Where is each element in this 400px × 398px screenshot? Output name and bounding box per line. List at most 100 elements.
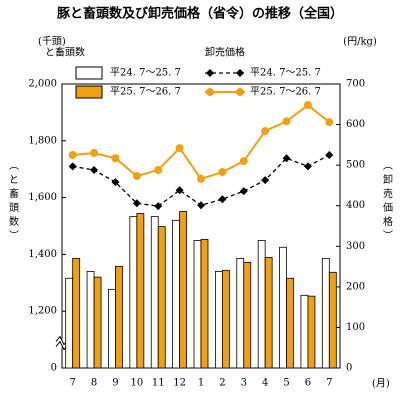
y-unit: (千頭) bbox=[38, 36, 66, 48]
y-tick-label: 1,400 bbox=[28, 249, 57, 260]
x-tick-label: 2 bbox=[219, 378, 225, 389]
bar bbox=[321, 257, 330, 369]
y2-unit: (円/kg) bbox=[343, 37, 377, 48]
bar bbox=[72, 257, 81, 369]
x-tick-label: 7 bbox=[70, 378, 76, 389]
x-tick-label: 10 bbox=[130, 378, 143, 389]
y2-tick-label: 600 bbox=[346, 119, 365, 130]
legend-title: と畜頭数 bbox=[45, 46, 85, 59]
x-tick-label: 1 bbox=[198, 378, 204, 389]
bar bbox=[264, 257, 273, 369]
point bbox=[239, 157, 248, 166]
legend-label: 平25. 7～26. 7 bbox=[110, 87, 181, 98]
y2-tick-label: 700 bbox=[346, 79, 365, 90]
x-tick-label: 6 bbox=[305, 378, 311, 389]
legend-marker bbox=[236, 69, 244, 77]
bar bbox=[108, 288, 116, 369]
legend-label: 平24. 7～25. 7 bbox=[250, 68, 321, 79]
x-tick-label: 8 bbox=[91, 378, 97, 389]
y2-tick-label: 200 bbox=[346, 281, 365, 292]
x-tick-label: 12 bbox=[173, 378, 186, 389]
point bbox=[111, 178, 120, 187]
point bbox=[282, 117, 291, 126]
point bbox=[132, 199, 141, 208]
x-tick-label: 7 bbox=[326, 378, 332, 389]
bar bbox=[150, 216, 159, 369]
point bbox=[239, 187, 248, 196]
line bbox=[72, 103, 330, 181]
point bbox=[111, 154, 120, 163]
y-tick-label: 1,600 bbox=[28, 192, 57, 203]
point bbox=[197, 174, 205, 183]
bar bbox=[115, 265, 123, 369]
y2-axis-title: （卸売価格） bbox=[381, 160, 393, 244]
bar bbox=[136, 213, 145, 369]
legend-marker bbox=[206, 88, 214, 96]
bar bbox=[179, 211, 188, 369]
y-tick-label: 1,800 bbox=[28, 135, 57, 146]
y-axis-title: （と畜頭数） bbox=[7, 160, 19, 244]
legend-label: 平24. 7～25. 7 bbox=[110, 68, 181, 79]
bar bbox=[93, 276, 102, 369]
bar bbox=[328, 271, 337, 369]
x-unit: (月) bbox=[372, 378, 390, 390]
point bbox=[68, 151, 77, 159]
x-tick-label: 5 bbox=[283, 378, 289, 389]
point bbox=[175, 186, 184, 195]
legend-swatch bbox=[75, 66, 103, 80]
point bbox=[197, 201, 205, 210]
y2-tick-label: 300 bbox=[346, 241, 365, 252]
axis-break-gap bbox=[58, 339, 66, 348]
bar bbox=[279, 246, 287, 369]
legend-marker bbox=[236, 88, 244, 96]
x-tick-label: 11 bbox=[152, 378, 165, 389]
bar bbox=[257, 240, 266, 369]
point bbox=[325, 151, 334, 159]
bar bbox=[243, 261, 252, 369]
point bbox=[218, 195, 227, 204]
y-tick-label: 0 bbox=[51, 363, 57, 374]
x-tick-label: 3 bbox=[241, 378, 247, 389]
bar bbox=[65, 277, 74, 369]
x-tick-label: 4 bbox=[262, 378, 268, 389]
y-tick-label: 1,200 bbox=[28, 306, 57, 317]
point bbox=[218, 168, 227, 177]
point bbox=[175, 144, 184, 153]
bar bbox=[300, 294, 309, 369]
y2-tick-label: 0 bbox=[346, 363, 352, 374]
point bbox=[282, 154, 291, 163]
y2-tick-label: 100 bbox=[346, 322, 365, 333]
point bbox=[68, 162, 77, 171]
bar bbox=[214, 271, 223, 369]
legend-title: 卸売価格 bbox=[205, 46, 245, 59]
bar bbox=[193, 240, 202, 369]
point bbox=[261, 176, 270, 185]
bar bbox=[172, 219, 181, 369]
bar bbox=[129, 216, 138, 369]
point bbox=[303, 101, 312, 110]
legend-label: 平25. 7～26. 7 bbox=[250, 87, 321, 98]
legend-swatch bbox=[75, 85, 103, 99]
legend-marker bbox=[206, 69, 214, 77]
point bbox=[154, 202, 163, 211]
y2-tick-label: 500 bbox=[346, 160, 365, 171]
bar bbox=[200, 238, 209, 369]
point bbox=[154, 166, 163, 175]
bar bbox=[86, 271, 95, 369]
bar bbox=[236, 257, 245, 369]
chart-title: 豚と畜頭数及び卸売価格（省令）の推移（全国） bbox=[57, 6, 343, 22]
bar bbox=[307, 295, 316, 369]
y2-tick-label: 400 bbox=[346, 200, 365, 211]
point bbox=[303, 162, 312, 171]
point bbox=[90, 148, 99, 157]
point bbox=[261, 127, 270, 136]
point bbox=[132, 172, 141, 181]
x-tick-label: 9 bbox=[112, 378, 118, 389]
bar bbox=[286, 277, 294, 369]
bar bbox=[221, 269, 230, 369]
point bbox=[325, 118, 334, 127]
point bbox=[90, 166, 99, 175]
y-tick-label: 2,000 bbox=[28, 79, 57, 90]
bar bbox=[157, 226, 166, 369]
